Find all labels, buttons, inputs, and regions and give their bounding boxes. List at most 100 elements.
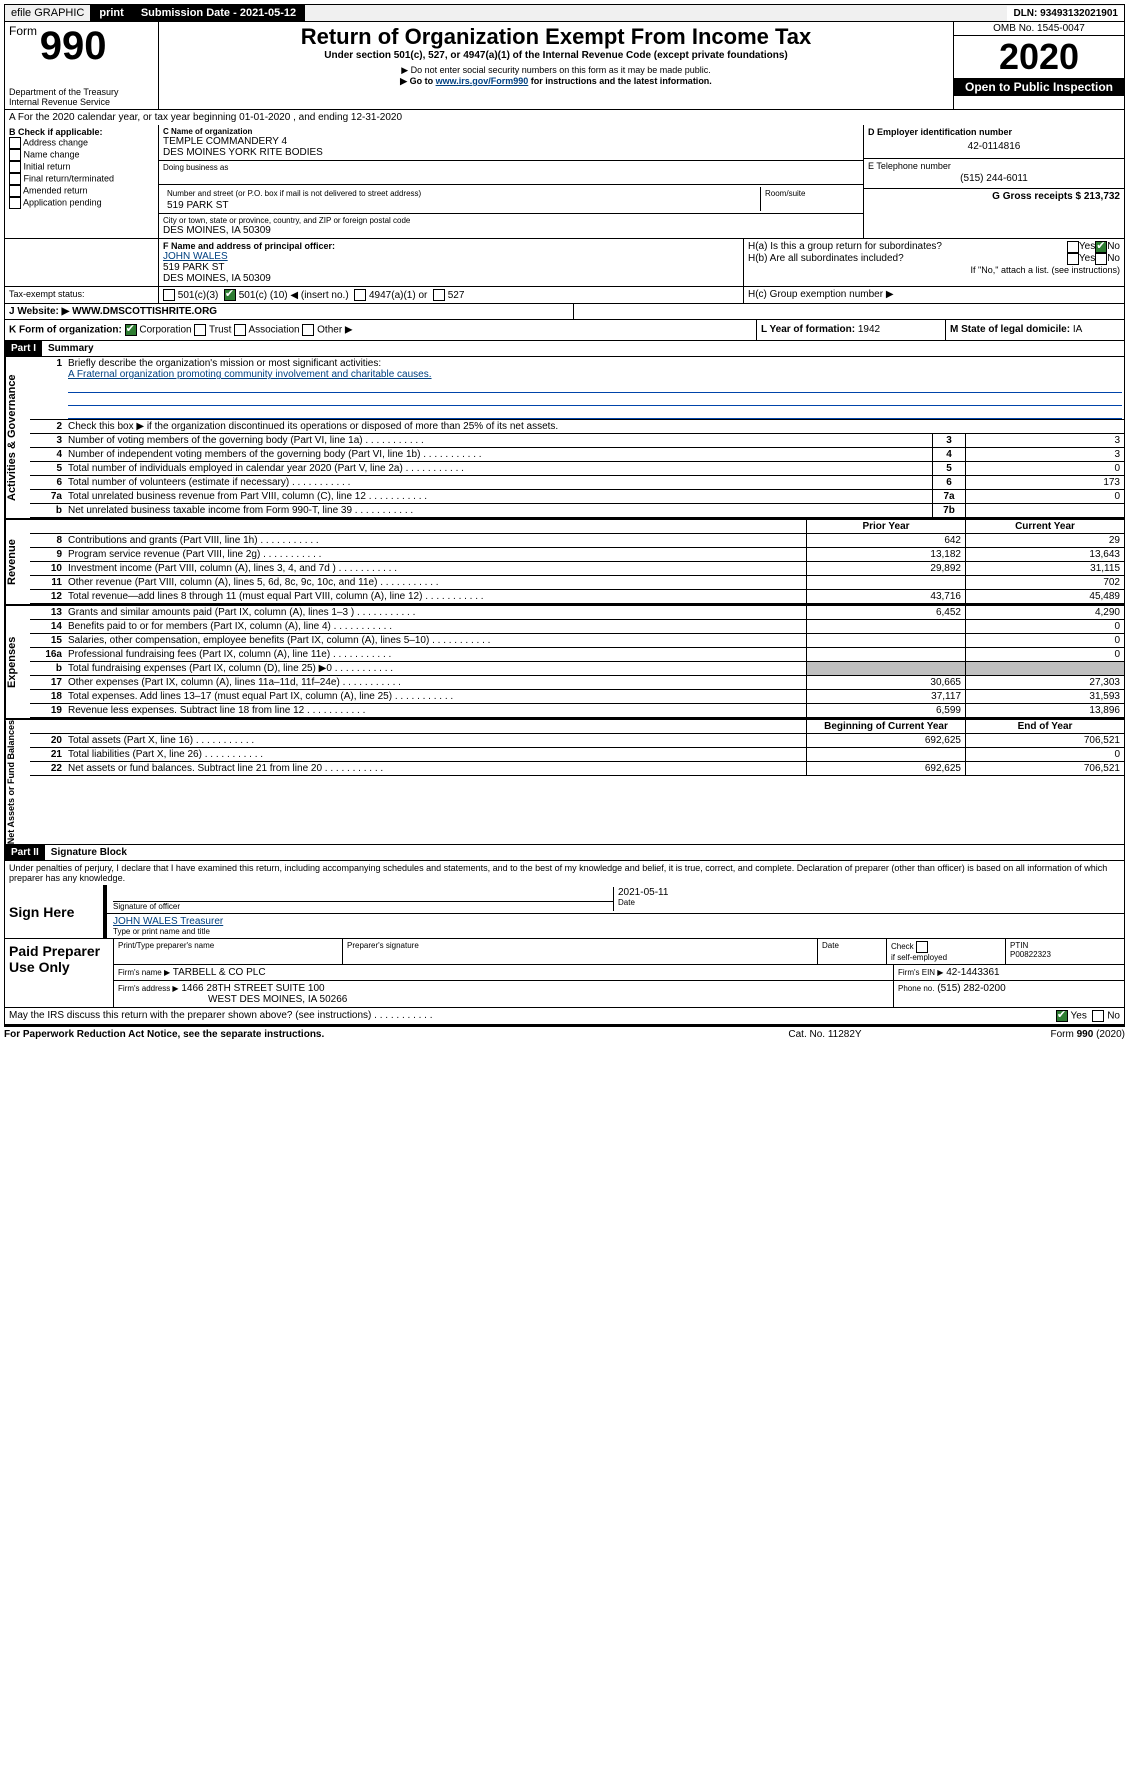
dba-value (163, 172, 859, 182)
line-desc: Benefits paid to or for members (Part IX… (66, 620, 806, 633)
identity-block: B Check if applicable: Address change Na… (4, 125, 1125, 239)
header-center: Return of Organization Exempt From Incom… (159, 22, 953, 109)
current-year: 4,290 (965, 606, 1124, 619)
prior-year (806, 576, 965, 589)
current-year: 0 (965, 634, 1124, 647)
state-domicile: M State of legal domicile: IA (946, 320, 1124, 340)
preparer-block: Paid Preparer Use Only Print/Type prepar… (4, 939, 1125, 1008)
line-desc: Total fundraising expenses (Part IX, col… (66, 662, 806, 675)
prior-year: 6,452 (806, 606, 965, 619)
check-icon[interactable] (1095, 241, 1107, 253)
part1-header: Part I Summary (4, 341, 1125, 357)
line-desc: Net unrelated business taxable income fr… (66, 504, 932, 517)
current-year: 0 (965, 620, 1124, 633)
vtab-ag: Activities & Governance (5, 357, 30, 518)
check-icon[interactable] (1056, 1010, 1068, 1022)
firm-phone: (515) 282-0200 (937, 983, 1005, 994)
line-box: 3 (932, 434, 965, 447)
current-year: 31,593 (965, 690, 1124, 703)
row-k: K Form of organization: Corporation Trus… (4, 320, 1125, 341)
pra: For Paperwork Reduction Act Notice, see … (4, 1029, 725, 1040)
prior-year: 692,625 (806, 734, 965, 747)
current-year: 29 (965, 534, 1124, 547)
line-value: 0 (965, 462, 1124, 475)
current-year: 706,521 (965, 734, 1124, 747)
efile-label: efile GRAPHIC (5, 5, 91, 21)
prior-year (806, 634, 965, 647)
prior-year: 6,599 (806, 704, 965, 717)
col-b: B Check if applicable: Address change Na… (5, 125, 159, 238)
print-button[interactable]: print (91, 5, 132, 21)
officer-name: JOHN WALES (163, 251, 739, 262)
phone: (515) 244-6011 (868, 171, 1120, 186)
form-word: Form (9, 24, 37, 38)
b-opt: Address change (9, 137, 154, 149)
current-year: 13,643 (965, 548, 1124, 561)
ptin: P00822323 (1010, 950, 1120, 959)
subtitle2: ▶ Do not enter social security numbers o… (163, 65, 949, 76)
header-right: OMB No. 1545-0047 2020 Open to Public In… (953, 22, 1124, 109)
prior-year (806, 662, 965, 675)
org-name2: DES MOINES YORK RITE BODIES (163, 147, 859, 158)
prior-year (806, 620, 965, 633)
line-box: 7b (932, 504, 965, 517)
header-left: Form 990 Department of the Treasury Inte… (5, 22, 159, 109)
check-icon[interactable] (125, 324, 137, 336)
current-year: 27,303 (965, 676, 1124, 689)
summary-ag: Activities & Governance 1 Briefly descri… (4, 357, 1125, 518)
sig-officer-line[interactable]: Signature of officer (113, 887, 613, 911)
line-desc: Total liabilities (Part X, line 26) (66, 748, 806, 761)
line-desc: Total number of volunteers (estimate if … (66, 476, 932, 489)
part2-header: Part II Signature Block (4, 845, 1125, 861)
addr-value: 519 PARK ST (163, 200, 760, 211)
tax-exempt-label: Tax-exempt status: (5, 287, 159, 303)
current-year: 0 (965, 648, 1124, 661)
b-opt: Application pending (9, 197, 154, 209)
row-i: Tax-exempt status: 501(c)(3) 501(c) (10)… (4, 287, 1125, 304)
current-year: 45,489 (965, 590, 1124, 603)
vtab-rev: Revenue (5, 520, 30, 604)
submission-date: Submission Date - 2021-05-12 (133, 5, 305, 21)
form-number: 990 (40, 24, 107, 68)
line-desc: Total unrelated business revenue from Pa… (66, 490, 932, 503)
b-opt: Final return/terminated (9, 173, 154, 185)
c-name-label: C Name of organization (163, 127, 859, 136)
dept2: Internal Revenue Service (9, 97, 154, 107)
dln-label: DLN: 93493132021901 (1007, 6, 1124, 21)
tax-year: 2020 (954, 36, 1124, 78)
h-block: H(a) Is this a group return for subordin… (744, 239, 1124, 286)
website-link[interactable]: WWW.DMSCOTTISHRITE.ORG (72, 306, 217, 317)
prior-year: 30,665 (806, 676, 965, 689)
vtab-exp: Expenses (5, 606, 30, 718)
footer: For Paperwork Reduction Act Notice, see … (4, 1025, 1125, 1040)
j-spacer (574, 304, 1124, 319)
check-icon[interactable] (224, 289, 236, 301)
vtab-na: Net Assets or Fund Balances (5, 720, 30, 844)
room-label: Room/suite (761, 187, 859, 211)
discuss-row: May the IRS discuss this return with the… (4, 1008, 1125, 1025)
current-year (965, 662, 1124, 675)
irs-link[interactable]: www.irs.gov/Form990 (436, 76, 529, 86)
form-title: Return of Organization Exempt From Incom… (163, 24, 949, 50)
spacer-b (5, 239, 159, 286)
prior-year (806, 748, 965, 761)
line-box: 5 (932, 462, 965, 475)
g-gross: G Gross receipts $ 213,732 (864, 189, 1124, 204)
form-ref: Form 990 (2020) (925, 1029, 1125, 1040)
prior-year: 13,182 (806, 548, 965, 561)
line-desc: Net assets or fund balances. Subtract li… (66, 762, 806, 775)
part1-title: Summary (42, 341, 100, 356)
summary-rev: Revenue Prior Year Current Year 8Contrib… (4, 518, 1125, 604)
line-value: 3 (965, 448, 1124, 461)
line-desc: Total number of individuals employed in … (66, 462, 932, 475)
summary-na: Net Assets or Fund Balances Beginning of… (4, 718, 1125, 845)
prior-year: 37,117 (806, 690, 965, 703)
b-title: B Check if applicable: (9, 127, 154, 137)
line-desc: Program service revenue (Part VIII, line… (66, 548, 806, 561)
line-desc: Number of independent voting members of … (66, 448, 932, 461)
subtitle1: Under section 501(c), 527, or 4947(a)(1)… (163, 50, 949, 61)
website-row: J Website: ▶ WWW.DMSCOTTISHRITE.ORG (5, 304, 574, 319)
line-desc: Grants and similar amounts paid (Part IX… (66, 606, 806, 619)
top-toolbar: efile GRAPHIC print Submission Date - 20… (4, 4, 1125, 22)
subtitle3: ▶ Go to www.irs.gov/Form990 for instruct… (163, 76, 949, 87)
